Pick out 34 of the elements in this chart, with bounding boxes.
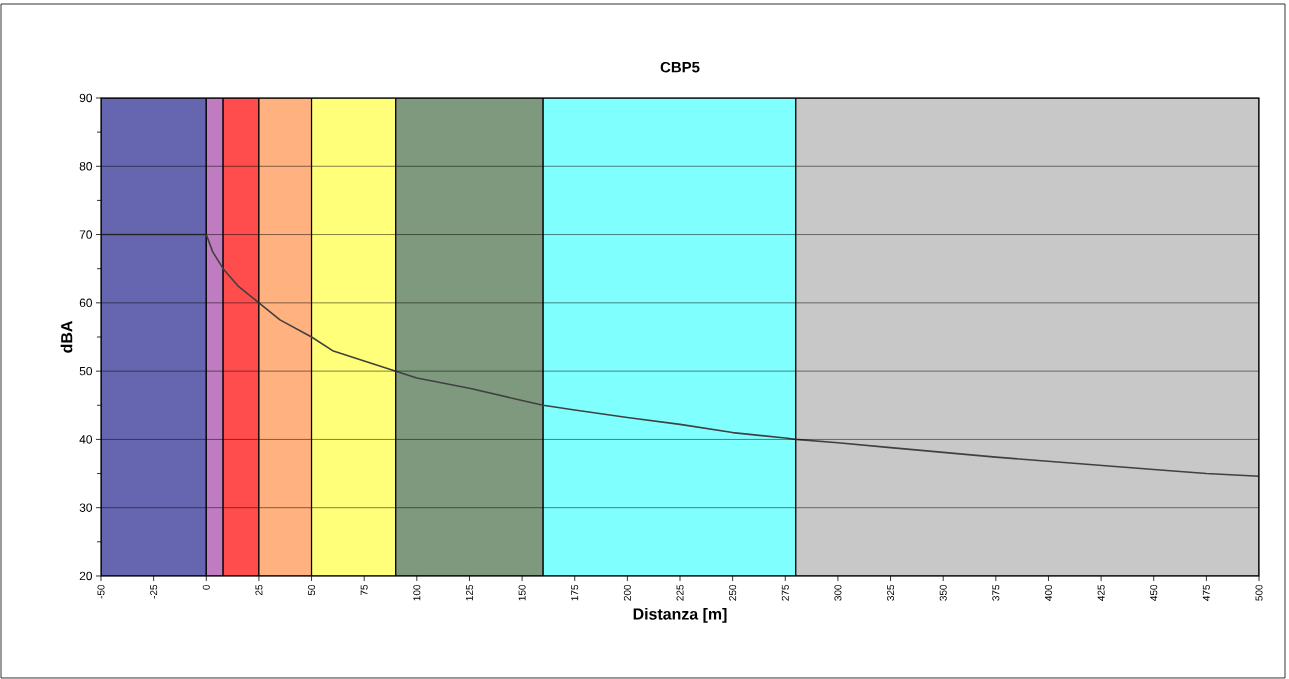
x-tick-label: 500 [1255, 584, 1263, 601]
x-tick-label: 350 [939, 584, 947, 601]
x-axis-title: Distanza [m] [633, 607, 727, 623]
x-tick-label: 175 [571, 584, 579, 601]
y-tick-label: 40 [79, 435, 93, 444]
x-tick-label: 250 [729, 584, 737, 601]
x-tick-label: 150 [518, 584, 526, 601]
y-tick-label: 30 [79, 503, 93, 512]
y-tick-label: 70 [79, 230, 93, 239]
x-tick-label: 125 [465, 584, 473, 601]
x-tick-label: 325 [887, 584, 895, 601]
chart-title: CBP5 [660, 61, 700, 73]
x-tick-label: 375 [992, 584, 1000, 601]
y-tick-label: 20 [79, 571, 93, 581]
x-tick-label: 275 [781, 584, 789, 601]
x-tick-label: 225 [676, 584, 684, 601]
x-tick-label: 300 [834, 584, 842, 601]
x-tick-label: -25 [150, 584, 158, 599]
y-axis-title: dBA [60, 321, 73, 353]
x-tick-label: 100 [413, 584, 421, 601]
x-tick-label: 0 [202, 584, 210, 590]
x-tick-label: 50 [308, 584, 316, 596]
x-tick-label: 425 [1097, 584, 1105, 601]
x-tick-label: 400 [1044, 584, 1052, 601]
y-tick-label: 90 [79, 93, 93, 103]
x-tick-label: 450 [1150, 584, 1158, 601]
y-tick-label: 80 [79, 162, 93, 171]
y-tick-label: 50 [79, 366, 93, 376]
x-tick-label: 200 [623, 584, 631, 601]
x-tick-label: 75 [360, 584, 368, 596]
x-tick-label: 475 [1202, 584, 1210, 601]
y-tick-label: 60 [79, 298, 93, 308]
x-tick-label: 25 [255, 584, 263, 596]
x-tick-label: -50 [97, 584, 105, 599]
